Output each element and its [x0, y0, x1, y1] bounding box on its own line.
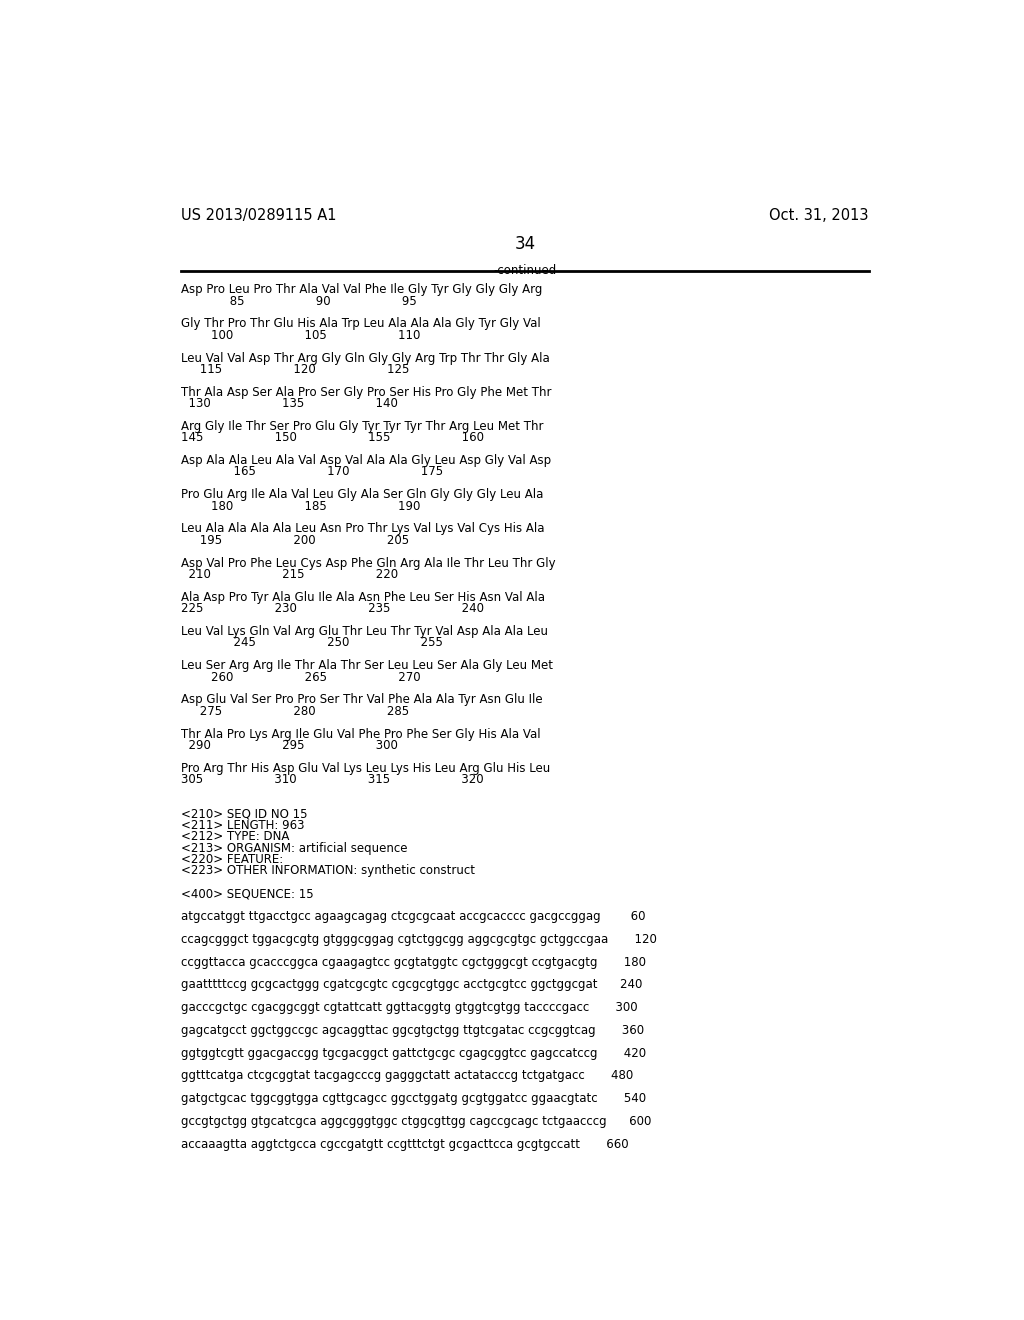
- Text: gccgtgctgg gtgcatcgca aggcgggtggc ctggcgttgg cagccgcagc tctgaacccg      600: gccgtgctgg gtgcatcgca aggcgggtggc ctggcg…: [180, 1115, 651, 1129]
- Text: 260                   265                   270: 260 265 270: [180, 671, 420, 684]
- Text: 130                   135                   140: 130 135 140: [180, 397, 397, 411]
- Text: Oct. 31, 2013: Oct. 31, 2013: [769, 209, 869, 223]
- Text: 115                   120                   125: 115 120 125: [180, 363, 409, 376]
- Text: 85                   90                   95: 85 90 95: [180, 294, 417, 308]
- Text: Leu Val Val Asp Thr Arg Gly Gln Gly Gly Arg Trp Thr Thr Gly Ala: Leu Val Val Asp Thr Arg Gly Gln Gly Gly …: [180, 351, 550, 364]
- Text: Thr Ala Asp Ser Ala Pro Ser Gly Pro Ser His Pro Gly Phe Met Thr: Thr Ala Asp Ser Ala Pro Ser Gly Pro Ser …: [180, 385, 551, 399]
- Text: 145                   150                   155                   160: 145 150 155 160: [180, 432, 483, 445]
- Text: 210                   215                   220: 210 215 220: [180, 568, 398, 581]
- Text: Asp Pro Leu Pro Thr Ala Val Val Phe Ile Gly Tyr Gly Gly Gly Arg: Asp Pro Leu Pro Thr Ala Val Val Phe Ile …: [180, 284, 542, 296]
- Text: 180                   185                   190: 180 185 190: [180, 500, 420, 512]
- Text: 245                   250                   255: 245 250 255: [180, 636, 442, 649]
- Text: -continued: -continued: [494, 264, 556, 277]
- Text: Leu Val Lys Gln Val Arg Glu Thr Leu Thr Tyr Val Asp Ala Ala Leu: Leu Val Lys Gln Val Arg Glu Thr Leu Thr …: [180, 626, 548, 638]
- Text: Pro Arg Thr His Asp Glu Val Lys Leu Lys His Leu Arg Glu His Leu: Pro Arg Thr His Asp Glu Val Lys Leu Lys …: [180, 762, 550, 775]
- Text: Asp Val Pro Phe Leu Cys Asp Phe Gln Arg Ala Ile Thr Leu Thr Gly: Asp Val Pro Phe Leu Cys Asp Phe Gln Arg …: [180, 557, 555, 570]
- Text: <213> ORGANISM: artificial sequence: <213> ORGANISM: artificial sequence: [180, 842, 408, 854]
- Text: 275                   280                   285: 275 280 285: [180, 705, 409, 718]
- Text: ggtttcatga ctcgcggtat tacgagcccg gagggctatt actatacccg tctgatgacc       480: ggtttcatga ctcgcggtat tacgagcccg gagggct…: [180, 1069, 633, 1082]
- Text: 100                   105                   110: 100 105 110: [180, 329, 420, 342]
- Text: 225                   230                   235                   240: 225 230 235 240: [180, 602, 483, 615]
- Text: 305                   310                   315                   320: 305 310 315 320: [180, 774, 483, 787]
- Text: gatgctgcac tggcggtgga cgttgcagcc ggcctggatg gcgtggatcc ggaacgtatc       540: gatgctgcac tggcggtgga cgttgcagcc ggcctgg…: [180, 1092, 646, 1105]
- Text: gagcatgcct ggctggccgc agcaggttac ggcgtgctgg ttgtcgatac ccgcggtcag       360: gagcatgcct ggctggccgc agcaggttac ggcgtgc…: [180, 1024, 644, 1038]
- Text: atgccatggt ttgacctgcc agaagcagag ctcgcgcaat accgcacccc gacgccggag        60: atgccatggt ttgacctgcc agaagcagag ctcgcgc…: [180, 909, 645, 923]
- Text: Ala Asp Pro Tyr Ala Glu Ile Ala Asn Phe Leu Ser His Asn Val Ala: Ala Asp Pro Tyr Ala Glu Ile Ala Asn Phe …: [180, 591, 545, 603]
- Text: accaaagtta aggtctgcca cgccgatgtt ccgtttctgt gcgacttcca gcgtgccatt       660: accaaagtta aggtctgcca cgccgatgtt ccgtttc…: [180, 1138, 629, 1151]
- Text: 290                   295                   300: 290 295 300: [180, 739, 397, 752]
- Text: 34: 34: [514, 235, 536, 253]
- Text: <212> TYPE: DNA: <212> TYPE: DNA: [180, 830, 289, 843]
- Text: Asp Ala Ala Leu Ala Val Asp Val Ala Ala Gly Leu Asp Gly Val Asp: Asp Ala Ala Leu Ala Val Asp Val Ala Ala …: [180, 454, 551, 467]
- Text: gaatttttccg gcgcactggg cgatcgcgtc cgcgcgtggc acctgcgtcc ggctggcgat      240: gaatttttccg gcgcactggg cgatcgcgtc cgcgcg…: [180, 978, 642, 991]
- Text: Gly Thr Pro Thr Glu His Ala Trp Leu Ala Ala Ala Gly Tyr Gly Val: Gly Thr Pro Thr Glu His Ala Trp Leu Ala …: [180, 317, 541, 330]
- Text: Asp Glu Val Ser Pro Pro Ser Thr Val Phe Ala Ala Tyr Asn Glu Ile: Asp Glu Val Ser Pro Pro Ser Thr Val Phe …: [180, 693, 543, 706]
- Text: gacccgctgc cgacggcggt cgtattcatt ggttacggtg gtggtcgtgg taccccgacc       300: gacccgctgc cgacggcggt cgtattcatt ggttacg…: [180, 1001, 637, 1014]
- Text: Arg Gly Ile Thr Ser Pro Glu Gly Tyr Tyr Tyr Thr Arg Leu Met Thr: Arg Gly Ile Thr Ser Pro Glu Gly Tyr Tyr …: [180, 420, 543, 433]
- Text: ccggttacca gcacccggca cgaagagtcc gcgtatggtc cgctgggcgt ccgtgacgtg       180: ccggttacca gcacccggca cgaagagtcc gcgtatg…: [180, 956, 646, 969]
- Text: <223> OTHER INFORMATION: synthetic construct: <223> OTHER INFORMATION: synthetic const…: [180, 865, 475, 878]
- Text: <211> LENGTH: 963: <211> LENGTH: 963: [180, 818, 304, 832]
- Text: ggtggtcgtt ggacgaccgg tgcgacggct gattctgcgc cgagcggtcc gagccatccg       420: ggtggtcgtt ggacgaccgg tgcgacggct gattctg…: [180, 1047, 646, 1060]
- Text: Leu Ala Ala Ala Ala Leu Asn Pro Thr Lys Val Lys Val Cys His Ala: Leu Ala Ala Ala Ala Leu Asn Pro Thr Lys …: [180, 523, 544, 536]
- Text: 195                   200                   205: 195 200 205: [180, 533, 409, 546]
- Text: Pro Glu Arg Ile Ala Val Leu Gly Ala Ser Gln Gly Gly Gly Leu Ala: Pro Glu Arg Ile Ala Val Leu Gly Ala Ser …: [180, 488, 543, 502]
- Text: Leu Ser Arg Arg Ile Thr Ala Thr Ser Leu Leu Ser Ala Gly Leu Met: Leu Ser Arg Arg Ile Thr Ala Thr Ser Leu …: [180, 659, 553, 672]
- Text: Thr Ala Pro Lys Arg Ile Glu Val Phe Pro Phe Ser Gly His Ala Val: Thr Ala Pro Lys Arg Ile Glu Val Phe Pro …: [180, 727, 541, 741]
- Text: US 2013/0289115 A1: US 2013/0289115 A1: [180, 209, 336, 223]
- Text: <220> FEATURE:: <220> FEATURE:: [180, 853, 283, 866]
- Text: 165                   170                   175: 165 170 175: [180, 466, 442, 478]
- Text: ccagcgggct tggacgcgtg gtgggcggag cgtctggcgg aggcgcgtgc gctggccgaa       120: ccagcgggct tggacgcgtg gtgggcggag cgtctgg…: [180, 933, 656, 945]
- Text: <400> SEQUENCE: 15: <400> SEQUENCE: 15: [180, 887, 313, 900]
- Text: <210> SEQ ID NO 15: <210> SEQ ID NO 15: [180, 808, 307, 820]
